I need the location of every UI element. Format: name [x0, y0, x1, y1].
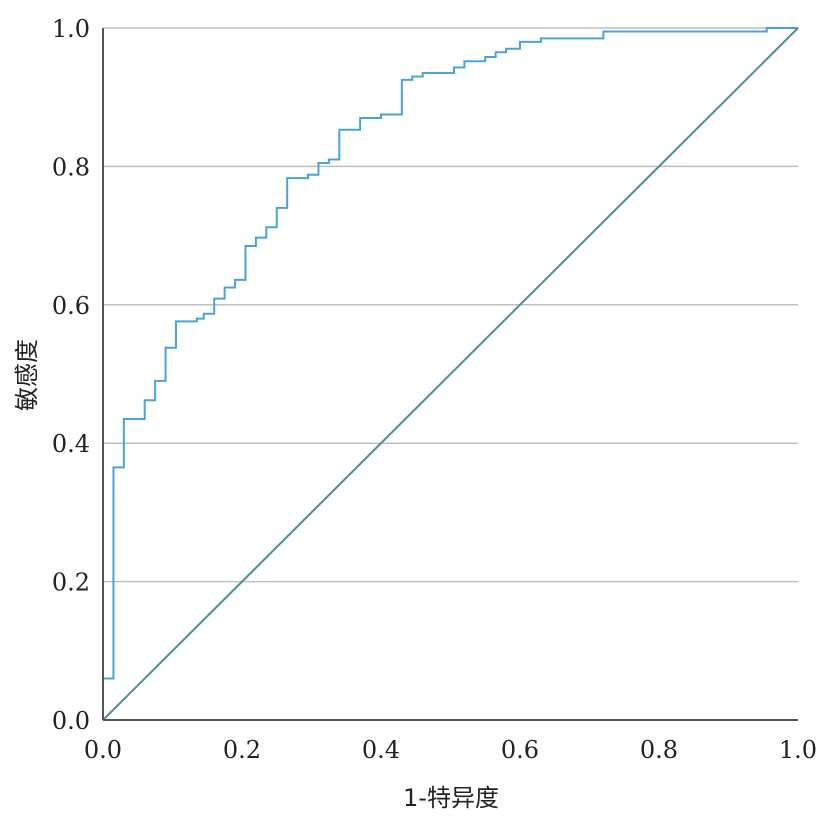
y-tick-label-5: 1.0: [52, 15, 90, 43]
x-tick-label-3: 0.6: [501, 736, 539, 764]
x-tick-label-1: 0.2: [223, 736, 261, 764]
y-tick-label-2: 0.4: [52, 430, 90, 458]
y-axis-title: 敏感度: [13, 339, 41, 411]
x-tick-label-4: 0.8: [640, 736, 678, 764]
x-tick-label-5: 1.0: [779, 736, 817, 764]
y-tick-label-0: 0.0: [52, 707, 90, 735]
reference-diagonal-line: [102, 27, 799, 721]
series-layer: [102, 27, 799, 721]
y-tick-label-1: 0.2: [52, 569, 90, 597]
y-tick-label-4: 0.8: [52, 153, 90, 181]
axis-layer: [102, 28, 798, 721]
x-axis-title: 1-特异度: [403, 784, 499, 812]
x-tick-label-2: 0.4: [362, 736, 400, 764]
tick-layer: 0.0 0.2 0.4 0.6 0.8 1.0 0.0 0.2 0.4 0.6 0.8 1.0: [52, 15, 817, 764]
x-tick-label-0: 0.0: [84, 736, 122, 764]
roc-curve-line: [102, 27, 798, 720]
grid-layer: [103, 27, 798, 583]
y-tick-label-3: 0.6: [52, 292, 90, 320]
